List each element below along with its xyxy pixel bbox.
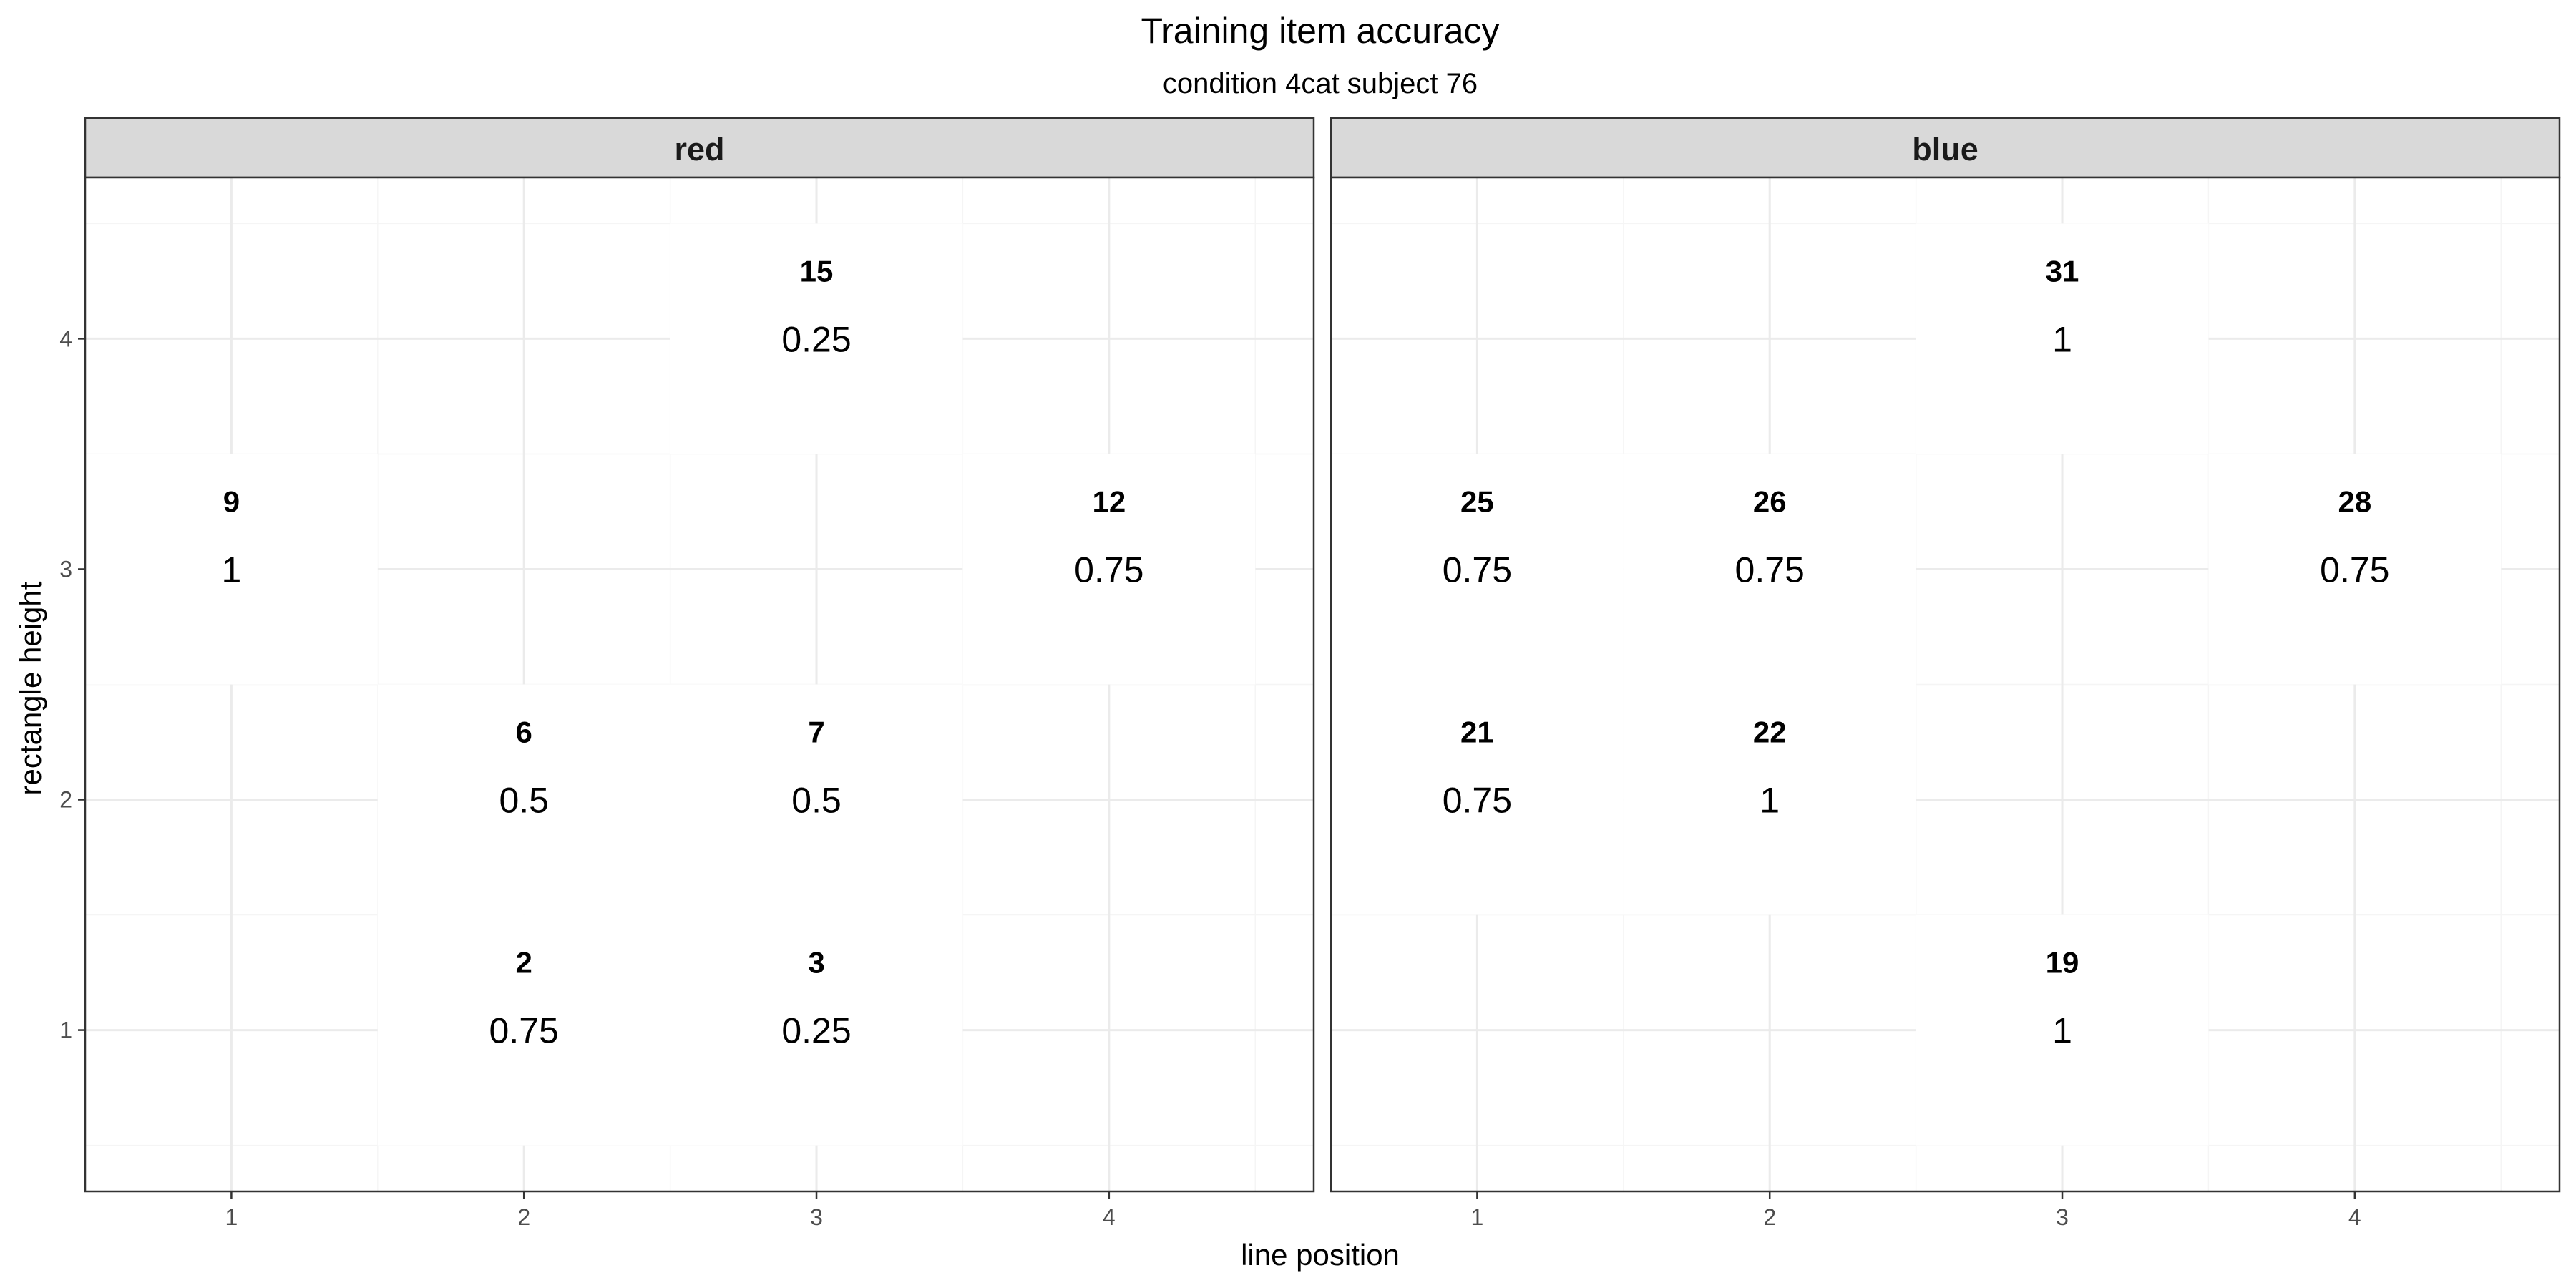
x-tick-label: 1 [1471, 1204, 1484, 1230]
tile-item-id: 25 [1460, 484, 1494, 518]
facet-panel-blue: blue 31 1 25 0.75 26 0.75 28 0.75 21 0.75 22 1 19 1 1 2 3… [1330, 117, 2561, 1230]
tile-accuracy-value: 0.5 [499, 781, 549, 821]
tile-item-id: 3 [808, 946, 824, 980]
facet-strip [84, 117, 1315, 179]
tile-item-id: 26 [1753, 484, 1787, 518]
tile-accuracy-value: 0.5 [791, 781, 841, 821]
heatmap-tile [1331, 684, 1624, 915]
x-tick-label: 1 [225, 1204, 238, 1230]
facet-strip-label: blue [1912, 131, 1979, 167]
chart-title: Training item accuracy [1141, 11, 1499, 51]
tile-item-id: 28 [2338, 484, 2371, 518]
x-axis-title: line position [1241, 1238, 1400, 1272]
tile-item-id: 7 [808, 716, 824, 749]
tile-item-id: 22 [1753, 716, 1787, 749]
facet-strip-label: red [674, 131, 724, 167]
tile-item-id: 12 [1092, 484, 1126, 518]
x-tick-label: 4 [2348, 1204, 2361, 1230]
tile-item-id: 2 [516, 946, 532, 980]
tile-accuracy-value: 0.75 [2320, 550, 2389, 590]
chart-subtitle: condition 4cat subject 76 [1163, 68, 1478, 99]
heatmap-tile [85, 454, 378, 685]
heatmap-tile [1331, 454, 1624, 685]
tile-item-id: 31 [2046, 254, 2079, 288]
heatmap-tile [1916, 223, 2209, 454]
heatmap-tile [377, 684, 670, 915]
x-tick-label: 4 [1103, 1204, 1116, 1230]
tile-accuracy-value: 0.25 [781, 319, 851, 359]
y-tick-label: 4 [59, 326, 72, 351]
heatmap-tile [962, 454, 1256, 685]
y-axis-title: rectangle height [14, 581, 47, 795]
y-tick-label: 1 [59, 1018, 72, 1043]
tile-item-id: 15 [800, 254, 834, 288]
panel-border [1330, 176, 2561, 1193]
heatmap-tile [670, 223, 963, 454]
tile-accuracy-value: 1 [1760, 781, 1780, 821]
x-tick-label: 2 [517, 1204, 530, 1230]
tile-item-id: 6 [516, 716, 532, 749]
tile-accuracy-value: 1 [221, 550, 241, 590]
heatmap-tile [670, 914, 963, 1146]
y-tick-label: 2 [59, 787, 72, 813]
x-tick-label: 2 [1763, 1204, 1776, 1230]
facet-strip [1330, 117, 2561, 179]
tile-accuracy-value: 0.75 [1074, 550, 1143, 590]
tile-accuracy-value: 0.75 [1443, 781, 1512, 821]
y-tick-label: 3 [59, 556, 72, 582]
tile-accuracy-value: 0.75 [1735, 550, 1805, 590]
heatmap-tile [377, 914, 670, 1146]
y-axis: 1 2 3 4 [59, 326, 85, 1043]
heatmap-tile [1623, 684, 1916, 915]
tile-accuracy-value: 0.25 [781, 1011, 851, 1051]
heatmap-tile [2208, 454, 2502, 685]
tile-accuracy-value: 0.75 [1443, 550, 1512, 590]
heatmap-tile [1916, 914, 2209, 1146]
x-tick-label: 3 [810, 1204, 823, 1230]
x-tick-label: 3 [2056, 1204, 2069, 1230]
tile-accuracy-value: 0.75 [489, 1011, 559, 1051]
tile-accuracy-value: 1 [2052, 319, 2072, 359]
heatmap-tile [1623, 454, 1916, 685]
panel-border [84, 176, 1315, 1193]
tile-accuracy-value: 1 [2052, 1011, 2072, 1051]
tile-item-id: 9 [223, 484, 240, 518]
heatmap-tile [670, 684, 963, 915]
tile-item-id: 19 [2046, 946, 2079, 980]
tile-item-id: 21 [1460, 716, 1494, 749]
